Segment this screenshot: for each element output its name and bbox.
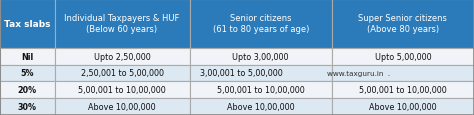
FancyBboxPatch shape: [0, 82, 55, 98]
FancyBboxPatch shape: [332, 48, 474, 65]
Text: Super Senior citizens
(Above 80 years): Super Senior citizens (Above 80 years): [358, 14, 447, 34]
FancyBboxPatch shape: [0, 48, 55, 65]
FancyBboxPatch shape: [332, 65, 474, 82]
Text: 5,00,001 to 10,00,000: 5,00,001 to 10,00,000: [217, 86, 305, 94]
FancyBboxPatch shape: [190, 0, 332, 48]
FancyBboxPatch shape: [332, 82, 474, 98]
FancyBboxPatch shape: [0, 65, 55, 82]
Text: 5,00,001 to 10,00,000: 5,00,001 to 10,00,000: [359, 86, 447, 94]
Text: Upto 3,00,000: Upto 3,00,000: [232, 52, 289, 61]
FancyBboxPatch shape: [55, 98, 190, 115]
FancyBboxPatch shape: [190, 82, 332, 98]
Text: 30%: 30%: [18, 102, 37, 111]
Text: Individual Taxpayers & HUF
(Below 60 years): Individual Taxpayers & HUF (Below 60 yea…: [64, 14, 180, 34]
FancyBboxPatch shape: [190, 48, 332, 65]
FancyBboxPatch shape: [55, 65, 190, 82]
Text: Upto 5,00,000: Upto 5,00,000: [374, 52, 431, 61]
FancyBboxPatch shape: [190, 98, 332, 115]
FancyBboxPatch shape: [55, 0, 190, 48]
Text: Above 10,00,000: Above 10,00,000: [88, 102, 156, 111]
Text: Upto 2,50,000: Upto 2,50,000: [94, 52, 150, 61]
Text: Above 10,00,000: Above 10,00,000: [227, 102, 294, 111]
Text: www.taxguru.in  .: www.taxguru.in .: [327, 70, 390, 76]
FancyBboxPatch shape: [190, 65, 332, 82]
Text: 3,00,001 to 5,00,000: 3,00,001 to 5,00,000: [201, 69, 283, 78]
Text: 20%: 20%: [18, 86, 37, 94]
FancyBboxPatch shape: [55, 48, 190, 65]
FancyBboxPatch shape: [332, 98, 474, 115]
Text: 5%: 5%: [20, 69, 34, 78]
Text: Senior citizens
(61 to 80 years of age): Senior citizens (61 to 80 years of age): [212, 14, 309, 34]
Text: Tax slabs: Tax slabs: [4, 20, 51, 29]
Text: Nil: Nil: [21, 52, 33, 61]
Text: 2,50,001 to 5,00,000: 2,50,001 to 5,00,000: [81, 69, 164, 78]
FancyBboxPatch shape: [332, 0, 474, 48]
Text: Above 10,00,000: Above 10,00,000: [369, 102, 437, 111]
FancyBboxPatch shape: [0, 0, 55, 48]
FancyBboxPatch shape: [55, 82, 190, 98]
FancyBboxPatch shape: [0, 98, 55, 115]
Text: 5,00,001 to 10,00,000: 5,00,001 to 10,00,000: [78, 86, 166, 94]
